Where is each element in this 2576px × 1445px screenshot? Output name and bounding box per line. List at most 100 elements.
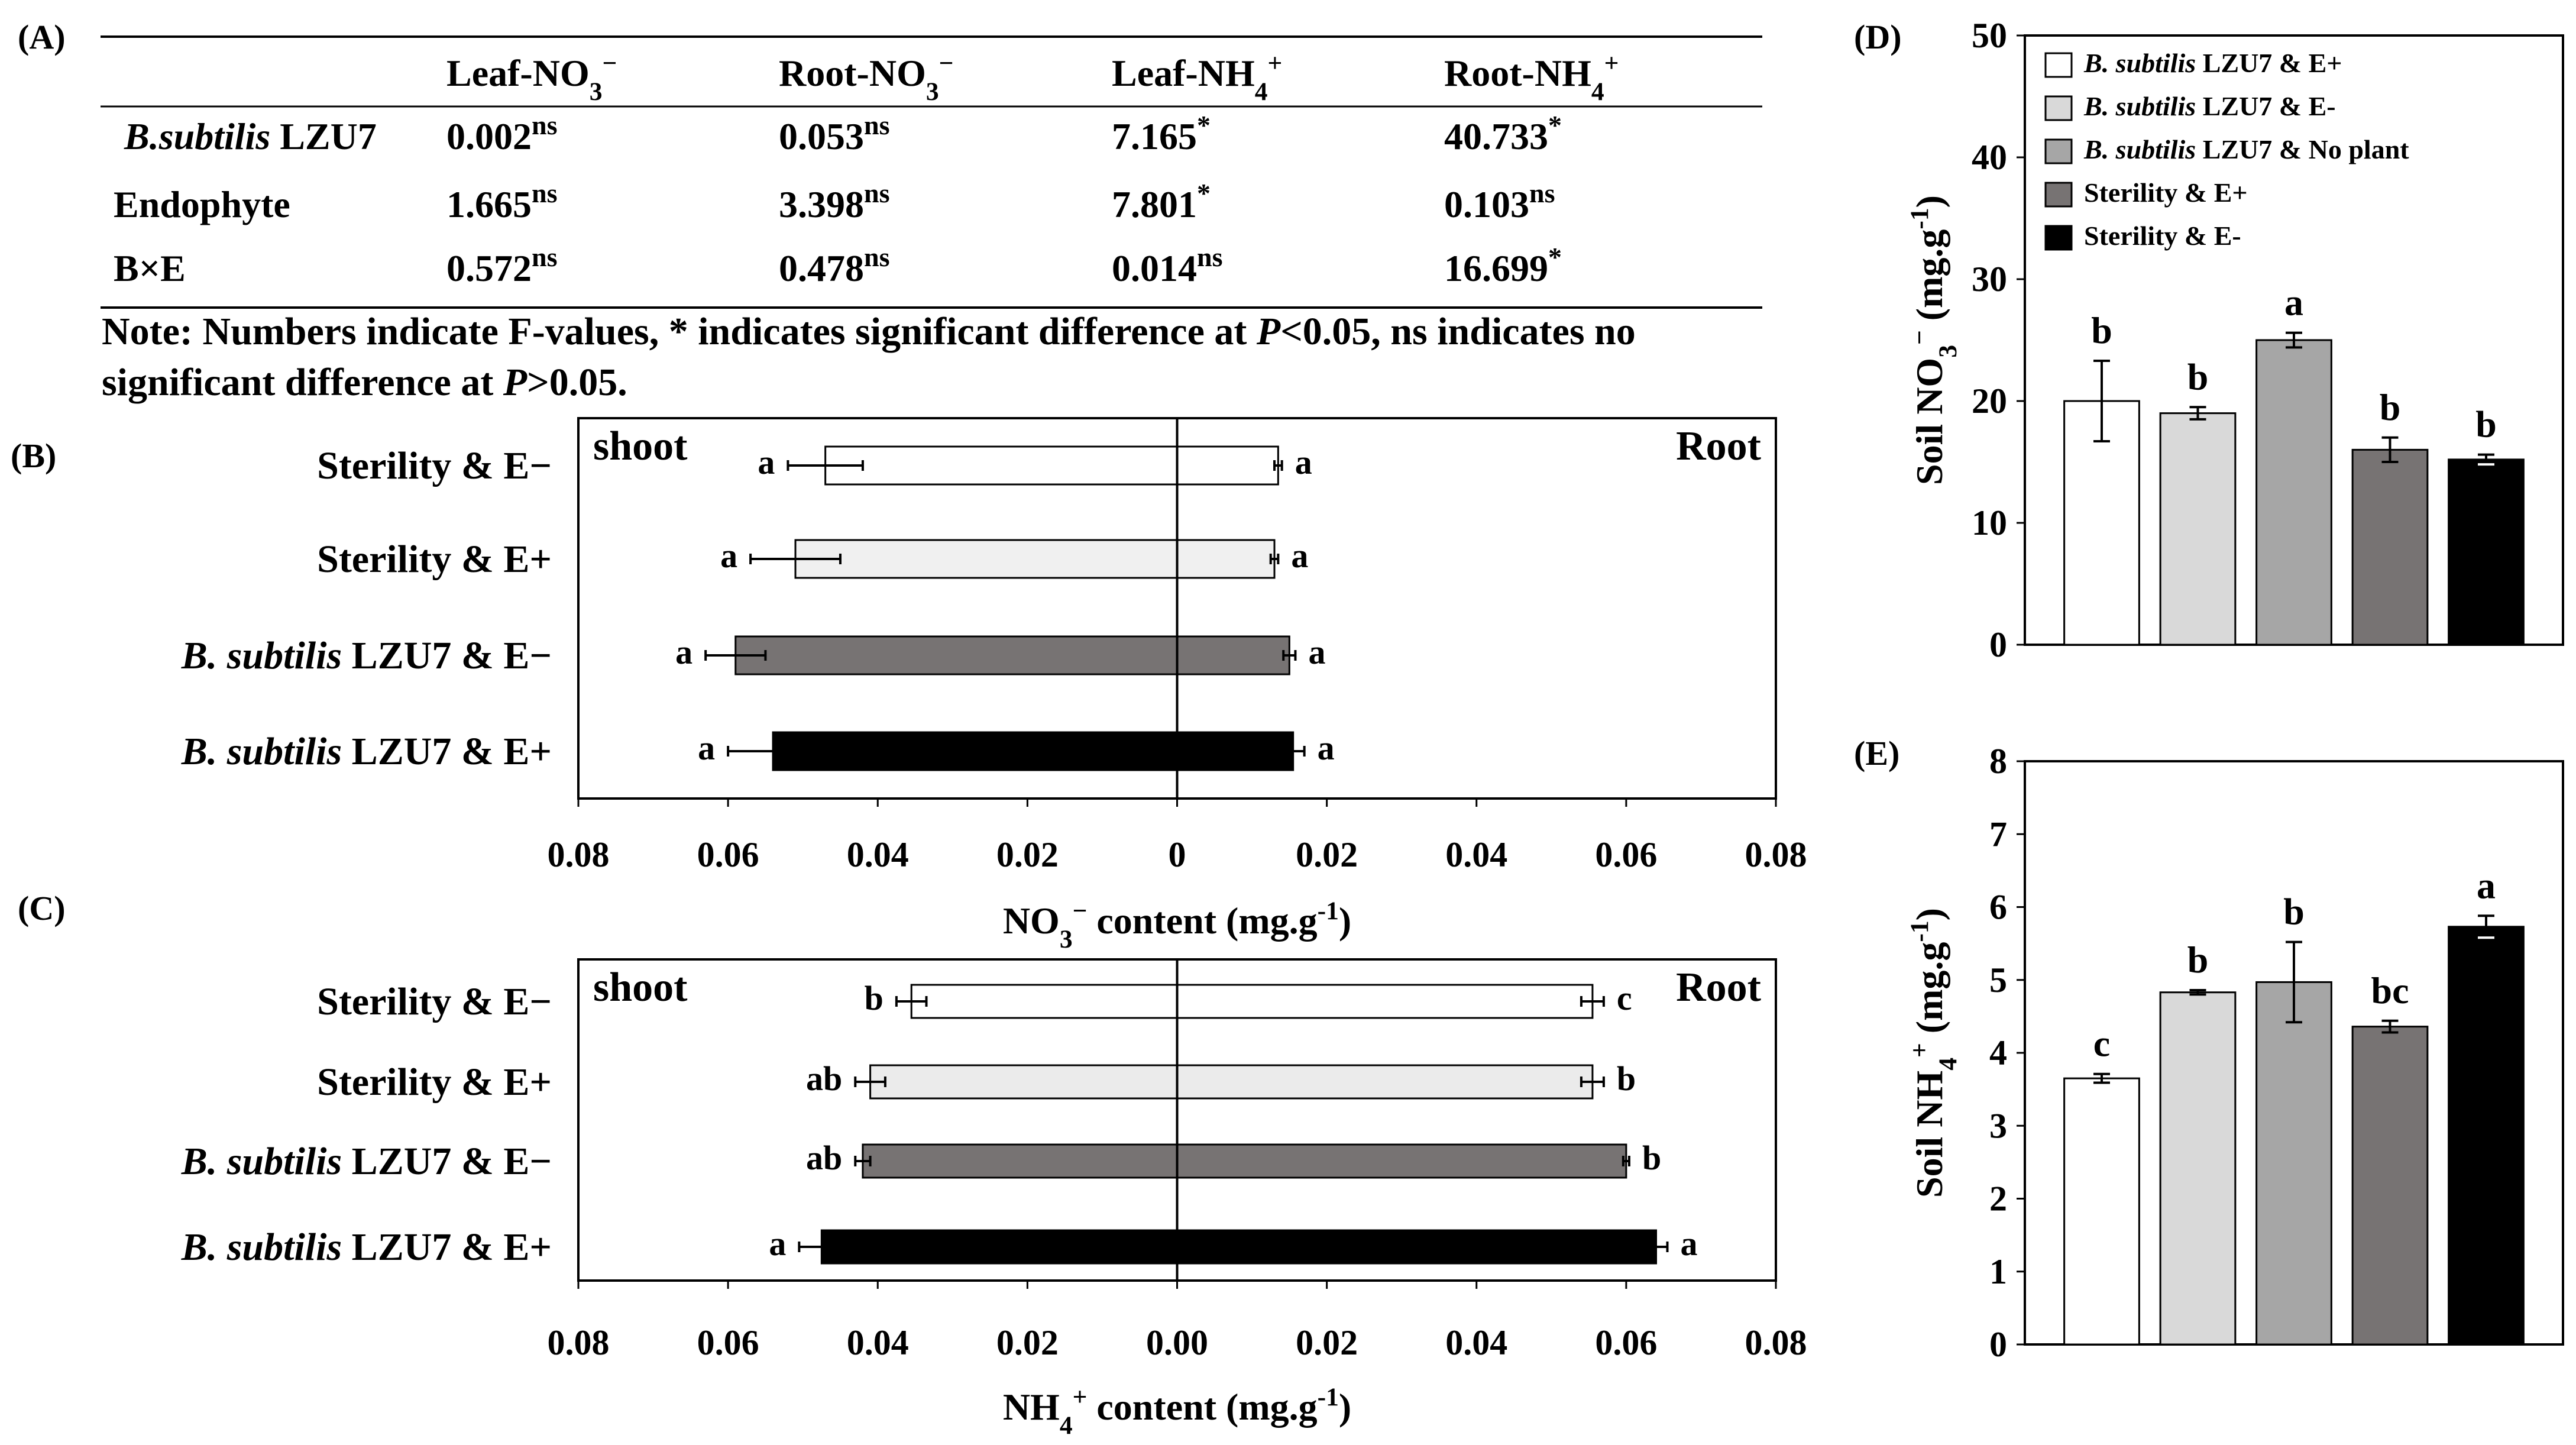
x-tick-label: 0.04 [1445,1323,1507,1362]
table-cell: 40.733* [1444,110,1562,158]
root-bar [1176,731,1295,771]
root-significance-letter: a [1680,1224,1697,1263]
y-axis-label: Soil NH4+ (mg.g-1) [1905,908,1962,1198]
shoot-significance-letter: a [769,1224,786,1263]
table-cell: 0.014ns [1112,242,1222,290]
table-cell: 7.165* [1112,110,1211,158]
panel-label-b: (B) [11,437,56,475]
y-tick-label: 4 [1989,1033,2007,1072]
table-cell: 16.699* [1444,242,1562,290]
shoot-bar [772,731,1178,771]
x-tick-label: 0.02 [1296,1323,1358,1362]
root-significance-letter: a [1291,536,1308,575]
shoot-significance-letter: a [758,443,775,481]
bar [2255,339,2332,646]
table-header-1: Root-NO3− [779,49,953,106]
y-tick-label: 50 [1972,16,2007,55]
x-tick-label: 0.02 [996,835,1059,874]
category-label: Sterility & E+ [317,538,552,581]
significance-letter: a [2477,864,2496,906]
shoot-significance-letter: a [675,633,692,671]
shoot-bar [794,539,1178,579]
x-tick-label: 0.00 [1146,1323,1208,1362]
shoot-bar [820,1229,1178,1265]
bar [2448,458,2525,646]
y-tick-label: 1 [1989,1252,2007,1291]
panel-label-c: (C) [18,889,66,927]
root-bar [1176,539,1276,579]
significance-letter: a [2284,282,2303,324]
y-tick-label: 0 [1989,625,2007,664]
table-cell: 0.478ns [779,242,889,290]
legend-swatch [2044,95,2073,121]
x-tick-label: 0.04 [847,1323,909,1362]
shoot-significance-letter: a [720,536,737,575]
category-label: Sterility & E− [317,444,552,487]
table-cell: 3.398ns [779,178,889,226]
panel-label-a: (A) [18,18,66,56]
significance-letter: b [2380,386,2401,428]
bar [2351,448,2429,646]
y-tick-label: 2 [1989,1179,2007,1218]
shoot-significance-letter: ab [806,1059,842,1098]
x-tick-label: 0.06 [697,835,759,874]
panel-label-e: (E) [1854,734,1899,772]
significance-letter: bc [2371,969,2409,1011]
x-tick-label: 0.06 [697,1323,759,1362]
legend-swatch [2044,225,2073,251]
table-row-label-1: Endophyte [114,183,290,225]
root-significance-letter: b [1642,1139,1661,1177]
x-axis-label: NH4+ content (mg.g-1) [1003,1383,1351,1440]
y-tick-label: 10 [1972,503,2007,542]
root-bar [1176,984,1594,1019]
chart-e-soil-ammonium: 0 1 2 3 4 5 6 7 8 c b b bc a Soil NH4+ (mg.g-1) [1905,742,2564,1364]
table-cell: 0.002ns [446,110,557,158]
x-tick-label: 0 [1169,835,1186,874]
root-bar [1176,1064,1594,1100]
category-label: B. subtilis LZU7 & E− [181,634,552,677]
table-header-2: Leaf-NH4+ [1112,49,1282,106]
bar [2063,1077,2140,1346]
x-tick-label: 0.02 [1296,835,1358,874]
significance-letter: b [2283,891,2305,933]
x-tick-label: 0.08 [1745,1323,1807,1362]
legend-swatch [2044,138,2073,164]
significance-letter: b [2187,355,2209,397]
y-tick-label: 5 [1989,961,2007,1000]
shoot-bar [824,445,1178,486]
bar [2351,1026,2429,1346]
panel-label-d: (D) [1854,18,1902,56]
legend-label: B. subtilis LZU7 & E+ [2083,48,2342,78]
table-cell: 7.801* [1112,178,1211,226]
table-cell: 0.053ns [779,110,889,158]
y-tick-label: 20 [1972,382,2007,421]
shoot-significance-letter: ab [806,1139,842,1177]
category-label: B. subtilis LZU7 & E+ [181,1226,552,1269]
shoot-label: shoot [593,965,687,1010]
shoot-significance-letter: a [698,729,715,767]
table-cell: 0.572ns [446,242,557,290]
significance-letter: b [2091,309,2112,351]
shoot-label: shoot [593,424,687,469]
table-header-3: Root-NH4+ [1444,49,1619,106]
anova-table: Leaf-NO3− Root-NO3− Leaf-NH4+ Root-NH4+ B.su… [101,35,1762,404]
chart-d-soil-nitrate: 0 10 20 30 40 50 b b a b b Soil NO3− (mg.g-1) B. sub… [1905,16,2564,664]
y-tick-label: 40 [1972,138,2007,177]
root-bar [1176,445,1279,486]
bar [2159,412,2237,646]
x-tick-label: 0.08 [548,835,610,874]
root-bar [1176,635,1290,675]
x-tick-label: 0.08 [1745,835,1807,874]
bar [2448,926,2525,1346]
bar [2159,991,2237,1346]
root-significance-letter: a [1295,443,1312,481]
x-tick-label: 0.06 [1595,835,1657,874]
shoot-bar [734,635,1178,675]
category-label: B. subtilis LZU7 & E− [181,1140,552,1183]
root-significance-letter: a [1318,729,1335,767]
x-tick-label: 0.06 [1595,1323,1657,1362]
y-tick-label: 30 [1972,260,2007,299]
legend-label: B. subtilis LZU7 & E- [2083,91,2336,121]
y-tick-label: 8 [1989,742,2007,781]
root-bar [1176,1229,1657,1265]
